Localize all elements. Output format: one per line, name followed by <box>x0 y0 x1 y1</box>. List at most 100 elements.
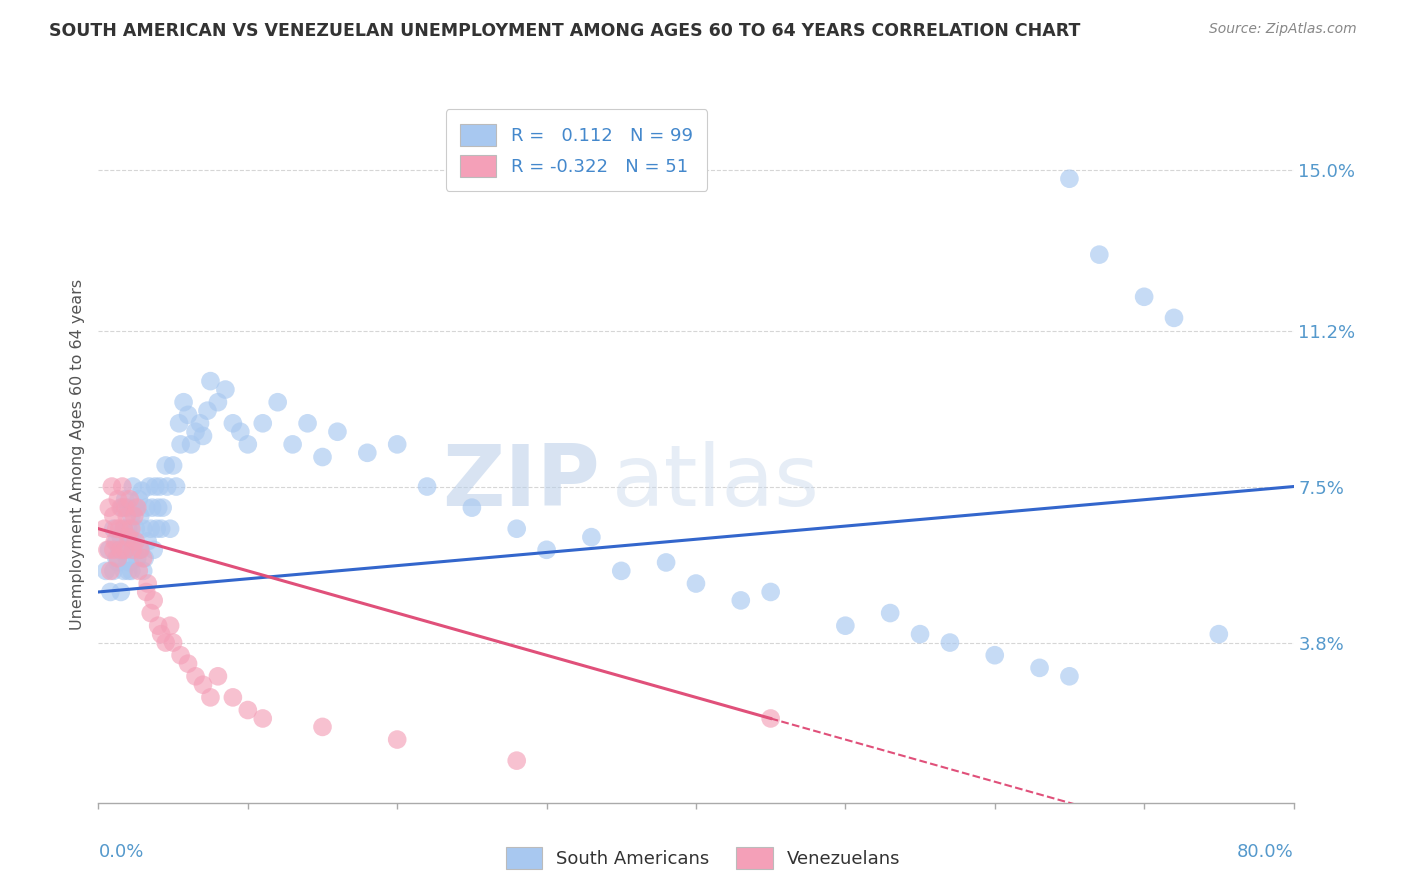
Point <box>107 492 129 507</box>
Point <box>125 500 148 515</box>
Point <box>127 551 149 566</box>
Point <box>252 417 274 431</box>
Point <box>152 500 174 515</box>
Point <box>581 530 603 544</box>
Text: atlas: atlas <box>612 442 820 524</box>
Point <box>115 551 138 566</box>
Point <box>104 534 127 549</box>
Point <box>143 479 166 493</box>
Point <box>207 669 229 683</box>
Point <box>121 534 143 549</box>
Point <box>132 564 155 578</box>
Point <box>118 492 141 507</box>
Point <box>93 522 115 536</box>
Point <box>200 374 222 388</box>
Point <box>108 522 131 536</box>
Point <box>155 635 177 649</box>
Point <box>1163 310 1185 325</box>
Point <box>110 500 132 515</box>
Point <box>983 648 1005 663</box>
Point <box>103 542 125 557</box>
Point <box>385 732 409 747</box>
Point <box>311 450 333 464</box>
Point <box>506 522 529 536</box>
Point <box>184 425 207 439</box>
Point <box>165 479 187 493</box>
Point <box>114 492 136 507</box>
Point <box>159 522 181 536</box>
Point <box>222 417 245 431</box>
Point <box>177 657 200 671</box>
Point <box>121 479 143 493</box>
Point <box>155 458 177 473</box>
Text: 0.0%: 0.0% <box>98 843 143 861</box>
Point <box>112 522 135 536</box>
Point <box>184 669 207 683</box>
Point <box>939 635 962 649</box>
Point <box>142 542 165 557</box>
Y-axis label: Unemployment Among Ages 60 to 64 years: Unemployment Among Ages 60 to 64 years <box>69 279 84 631</box>
Point <box>107 556 129 570</box>
Point <box>297 417 319 431</box>
Point <box>135 585 157 599</box>
Point <box>200 690 222 705</box>
Point <box>169 437 191 451</box>
Point <box>1028 661 1050 675</box>
Point <box>121 542 143 557</box>
Point <box>112 522 135 536</box>
Point <box>311 720 333 734</box>
Point <box>110 542 132 557</box>
Point <box>129 542 152 557</box>
Point <box>131 483 153 498</box>
Text: Source: ZipAtlas.com: Source: ZipAtlas.com <box>1209 22 1357 37</box>
Point <box>610 564 633 578</box>
Point <box>142 593 165 607</box>
Point <box>191 429 214 443</box>
Point <box>879 606 901 620</box>
Point <box>162 458 184 473</box>
Point <box>125 522 148 536</box>
Point <box>101 479 124 493</box>
Point <box>107 551 129 566</box>
Point <box>139 606 162 620</box>
Point <box>136 576 159 591</box>
Point <box>139 522 162 536</box>
Point <box>105 551 128 566</box>
Point <box>105 534 128 549</box>
Point <box>150 627 173 641</box>
Point <box>141 500 163 515</box>
Point <box>150 522 173 536</box>
Text: 80.0%: 80.0% <box>1237 843 1294 861</box>
Point <box>129 509 152 524</box>
Point <box>136 534 159 549</box>
Point <box>117 564 139 578</box>
Point <box>222 690 245 705</box>
Point <box>118 530 141 544</box>
Point <box>114 500 136 515</box>
Point <box>416 479 439 493</box>
Point <box>461 500 484 515</box>
Point <box>1088 247 1111 261</box>
Point <box>124 509 146 524</box>
Point <box>1059 669 1081 683</box>
Point <box>1133 290 1156 304</box>
Point <box>148 500 170 515</box>
Point <box>1208 627 1230 641</box>
Legend: South Americans, Venezuelans: South Americans, Venezuelans <box>498 839 908 876</box>
Point <box>110 530 132 544</box>
Legend: R =   0.112   N = 99, R = -0.322   N = 51: R = 0.112 N = 99, R = -0.322 N = 51 <box>446 109 707 191</box>
Point <box>536 542 558 557</box>
Point <box>145 522 167 536</box>
Point <box>120 522 142 536</box>
Text: ZIP: ZIP <box>443 442 600 524</box>
Point <box>103 522 125 536</box>
Point <box>134 551 156 566</box>
Point <box>197 403 219 417</box>
Point <box>180 437 202 451</box>
Text: SOUTH AMERICAN VS VENEZUELAN UNEMPLOYMENT AMONG AGES 60 TO 64 YEARS CORRELATION : SOUTH AMERICAN VS VENEZUELAN UNEMPLOYMEN… <box>49 22 1081 40</box>
Point <box>98 564 122 578</box>
Point <box>103 564 125 578</box>
Point <box>117 522 139 536</box>
Point <box>191 678 214 692</box>
Point <box>685 576 707 591</box>
